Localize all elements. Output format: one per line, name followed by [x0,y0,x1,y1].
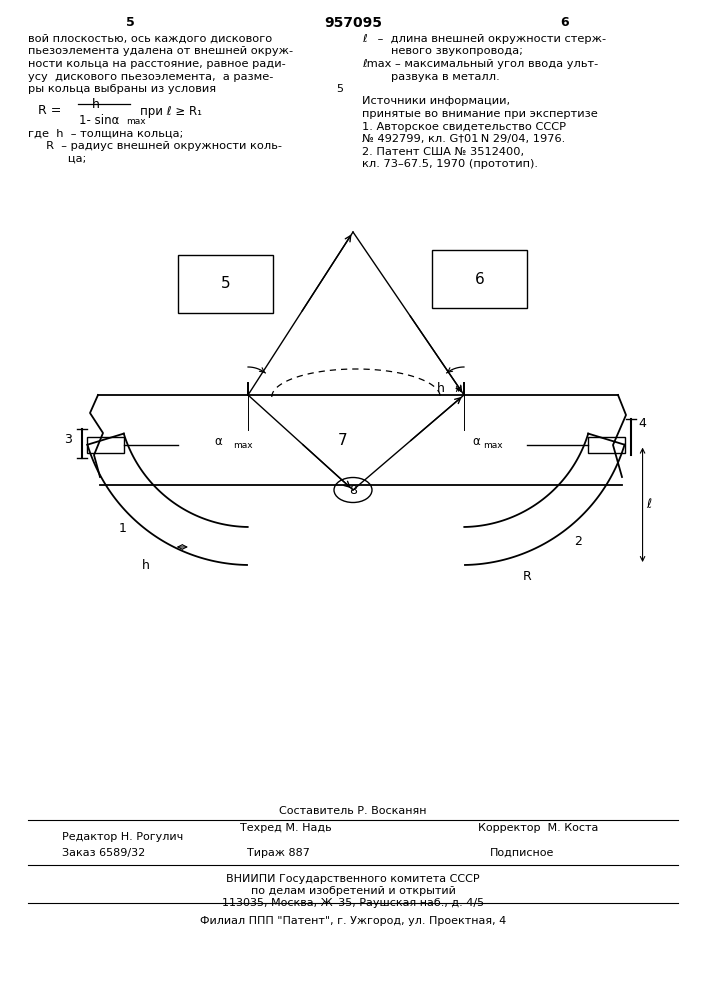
Text: 113035, Москва, Ж–35, Раушская наб., д. 4/5: 113035, Москва, Ж–35, Раушская наб., д. … [222,898,484,908]
Text: 2. Патент США № 3512400,: 2. Патент США № 3512400, [362,146,524,156]
Text: 5: 5 [337,84,344,94]
Text: Подписное: Подписное [490,848,554,858]
Text: h: h [92,99,100,111]
Text: Филиал ППП "Патент", г. Ужгород, ул. Проектная, 4: Филиал ППП "Патент", г. Ужгород, ул. Про… [200,916,506,926]
Text: 1. Авторское свидетельство СССР: 1. Авторское свидетельство СССР [362,121,566,131]
Text: 5: 5 [126,16,134,29]
Text: 4: 4 [638,417,646,430]
Text: R  – радиус внешней окружности коль-: R – радиус внешней окружности коль- [28,141,282,151]
Text: h: h [437,382,445,395]
Text: ℓ   –  длина внешней окружности стерж-: ℓ – длина внешней окружности стерж- [362,34,606,44]
Text: 1- sinα: 1- sinα [79,114,119,127]
Text: при ℓ ≥ R₁: при ℓ ≥ R₁ [140,104,202,117]
Text: R: R [523,570,532,583]
Text: ца;: ца; [28,153,86,163]
Text: ℓmax – максимальный угол ввода ульт-: ℓmax – максимальный угол ввода ульт- [362,59,598,69]
Text: max: max [233,441,252,450]
Text: Источники информации,: Источники информации, [362,97,510,106]
Text: Заказ 6589/32: Заказ 6589/32 [62,848,145,858]
Text: усу  дискового пьезоэлемента,  а разме-: усу дискового пьезоэлемента, а разме- [28,72,274,82]
Text: max: max [126,116,146,125]
Text: принятые во внимание при экспертизе: принятые во внимание при экспертизе [362,109,597,119]
Text: вой плоскостью, ось каждого дискового: вой плоскостью, ось каждого дискового [28,34,272,44]
Bar [178,255,273,313]
Text: пьезоэлемента удалена от внешней окруж-: пьезоэлемента удалена от внешней окруж- [28,46,293,56]
Text: 6: 6 [561,16,569,29]
Text: ВНИИПИ Государственного комитета СССР: ВНИИПИ Государственного комитета СССР [226,874,480,884]
Text: Составитель Р. Восканян: Составитель Р. Восканян [279,806,427,816]
Bar [432,250,527,308]
Text: 7: 7 [338,433,348,448]
Text: max: max [483,441,503,450]
Text: невого звукопровода;: невого звукопровода; [362,46,523,56]
Text: ры кольца выбраны из условия: ры кольца выбраны из условия [28,84,216,94]
Text: α: α [214,435,222,448]
Bar [588,437,624,453]
Text: 6: 6 [474,271,484,286]
Text: 3: 3 [64,433,72,446]
Text: развука в металл.: развука в металл. [362,72,500,82]
Text: ности кольца на расстояние, равное ради-: ности кольца на расстояние, равное ради- [28,59,286,69]
Bar [88,437,124,453]
Text: 1: 1 [119,522,127,535]
Text: № 492799, кл. G†01 N 29/04, 1976.: № 492799, кл. G†01 N 29/04, 1976. [362,134,566,144]
Text: Редактор Н. Рогулич: Редактор Н. Рогулич [62,832,183,842]
Text: ℓ: ℓ [647,498,652,511]
Text: R =: R = [38,104,62,117]
Text: Корректор  М. Коста: Корректор М. Коста [478,823,598,833]
Text: h: h [142,559,150,572]
Text: 2: 2 [574,535,582,548]
Text: 8: 8 [349,484,357,496]
Text: 5: 5 [221,276,230,292]
Text: Тираж 887: Тираж 887 [247,848,310,858]
Text: 957095: 957095 [324,16,382,30]
Text: Техред М. Надь: Техред М. Надь [240,823,332,833]
Ellipse shape [334,478,372,502]
Text: α: α [472,435,480,448]
Text: кл. 73–67.5, 1970 (прототип).: кл. 73–67.5, 1970 (прототип). [362,159,538,169]
Text: где  h  – толщина кольца;: где h – толщина кольца; [28,128,183,138]
Text: по делам изобретений и открытий: по делам изобретений и открытий [250,886,455,896]
